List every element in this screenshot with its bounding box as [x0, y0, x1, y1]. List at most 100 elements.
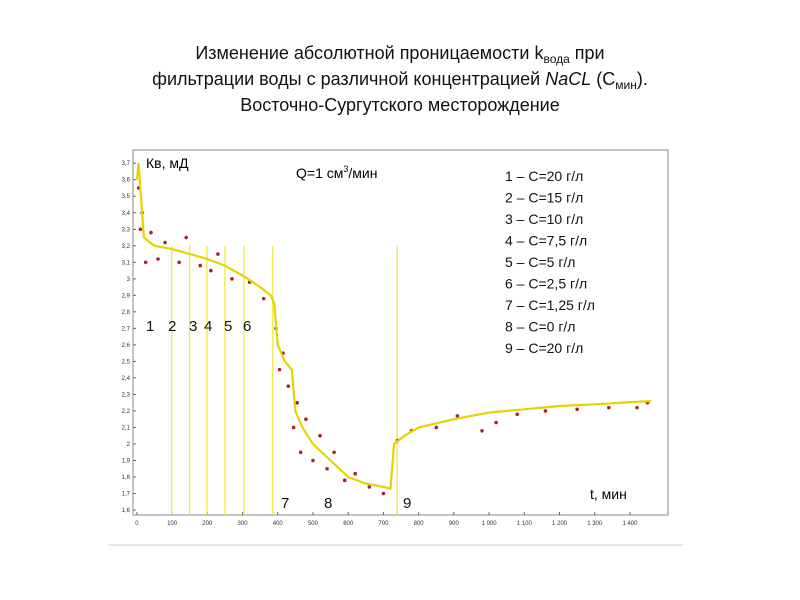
data-point	[261, 296, 266, 301]
stage-label: 7	[281, 495, 289, 512]
y-tick-label: 2,5	[122, 359, 131, 365]
title-italic: NaCL	[545, 69, 592, 89]
flow-label: Q=1 см3/мин	[296, 164, 377, 181]
y-tick-label: 1,6	[122, 508, 131, 514]
x-tick-label: 700	[378, 521, 389, 527]
stage-label: 6	[243, 318, 251, 335]
legend-item: 4 – С=7,5 г/л	[505, 233, 587, 249]
data-point	[381, 491, 386, 496]
data-point	[138, 227, 143, 232]
title-sub: мин	[615, 78, 637, 92]
title-text: Изменение абсолютной проницаемости k	[195, 43, 544, 63]
legend-item: 7 – С=1,25 г/л	[505, 297, 595, 313]
data-point	[455, 414, 460, 418]
title-text: Восточно-Сургутского месторождение	[240, 95, 560, 115]
legend-item: 8 – С=0 г/л	[505, 319, 575, 335]
data-point	[332, 450, 336, 455]
y-tick-label: 3,3	[122, 227, 131, 233]
y-tick-label: 2,7	[122, 326, 131, 332]
y-tick-label: 3,5	[122, 194, 131, 200]
data-point	[291, 425, 296, 430]
y-tick-label: 2,2	[122, 409, 131, 415]
y-tick-label: 3	[127, 277, 131, 283]
title-line: Изменение абсолютной проницаемости kвода…	[0, 40, 800, 66]
data-point	[163, 240, 167, 245]
legend-item: 2 – С=15 г/л	[505, 190, 583, 206]
stage-label: 8	[324, 495, 332, 512]
stage-label: 5	[224, 318, 232, 335]
x-tick-label: 0	[135, 521, 139, 527]
data-point	[295, 400, 299, 405]
y-tick-label: 1,7	[122, 492, 131, 498]
data-point	[434, 425, 439, 430]
x-axis-label: t, мин	[590, 486, 627, 502]
legend-item: 1 – С=20 г/л	[505, 168, 583, 184]
data-point	[216, 252, 220, 256]
y-tick-label: 1,8	[122, 475, 131, 481]
data-point	[635, 405, 639, 410]
y-tick-label: 2	[127, 442, 131, 448]
data-point	[543, 409, 548, 413]
y-tick-label: 2,8	[122, 310, 131, 316]
x-tick-label: 1 400	[622, 521, 638, 527]
title-line: фильтрации воды с различной концентрацие…	[0, 66, 800, 92]
x-tick-label: 100	[167, 521, 178, 527]
x-tick-label: 200	[202, 521, 213, 527]
data-point	[230, 277, 234, 281]
legend-item: 5 – С=5 г/л	[505, 254, 575, 270]
y-axis-label: Кв, мД	[146, 155, 189, 171]
y-tick-label: 3,4	[122, 211, 131, 217]
data-point	[607, 405, 611, 410]
legend-item: 3 – С=10 г/л	[505, 211, 583, 227]
data-point	[149, 230, 153, 235]
x-tick-label: 400	[273, 521, 284, 527]
stage-label: 9	[403, 495, 411, 512]
y-tick-label: 2,6	[122, 343, 131, 349]
data-point	[143, 260, 148, 265]
x-tick-label: 600	[343, 521, 354, 527]
title-text: ).	[636, 69, 648, 89]
y-tick-label: 2,1	[122, 425, 131, 431]
data-point	[480, 428, 484, 433]
flow-text: /мин	[348, 165, 377, 181]
title-text: (С	[591, 69, 616, 89]
legend-item: 6 – С=2,5 г/л	[505, 276, 587, 292]
data-point	[298, 450, 303, 455]
data-point	[325, 466, 329, 471]
data-point	[367, 485, 372, 489]
data-line	[135, 163, 652, 490]
x-tick-label: 500	[308, 521, 319, 527]
data-point	[515, 412, 520, 417]
data-point	[277, 367, 282, 372]
data-point	[304, 417, 308, 422]
data-point	[342, 478, 347, 483]
plot-frame	[132, 149, 669, 516]
flow-text: Q=1 см	[296, 165, 343, 181]
data-point	[177, 260, 181, 265]
y-tick-label: 2,9	[122, 293, 131, 299]
y-tick-label: 3,7	[122, 161, 131, 167]
x-tick-label: 1 000	[482, 521, 498, 527]
stage-label: 4	[204, 318, 212, 335]
y-tick-label: 3,6	[122, 178, 131, 184]
data-point	[198, 263, 203, 268]
y-tick-label: 3,2	[122, 244, 131, 250]
x-tick-label: 1 100	[517, 521, 533, 527]
data-point	[286, 384, 291, 388]
data-point	[575, 407, 579, 412]
y-tick-label: 2,3	[122, 392, 131, 398]
title-line: Восточно-Сургутского месторождение	[0, 92, 800, 118]
y-tick-label: 1,9	[122, 458, 131, 464]
x-tick-label: 900	[449, 521, 460, 527]
title-sub: вода	[543, 52, 570, 66]
x-tick-label: 800	[414, 521, 425, 527]
y-tick-label: 3,1	[122, 260, 131, 266]
stage-label: 2	[168, 318, 176, 335]
y-tick-label: 2,4	[122, 376, 131, 382]
title-text: фильтрации воды с различной концентрацие…	[152, 69, 546, 89]
data-point	[156, 257, 160, 261]
stage-label: 3	[189, 318, 197, 335]
x-tick-label: 1 300	[587, 521, 603, 527]
